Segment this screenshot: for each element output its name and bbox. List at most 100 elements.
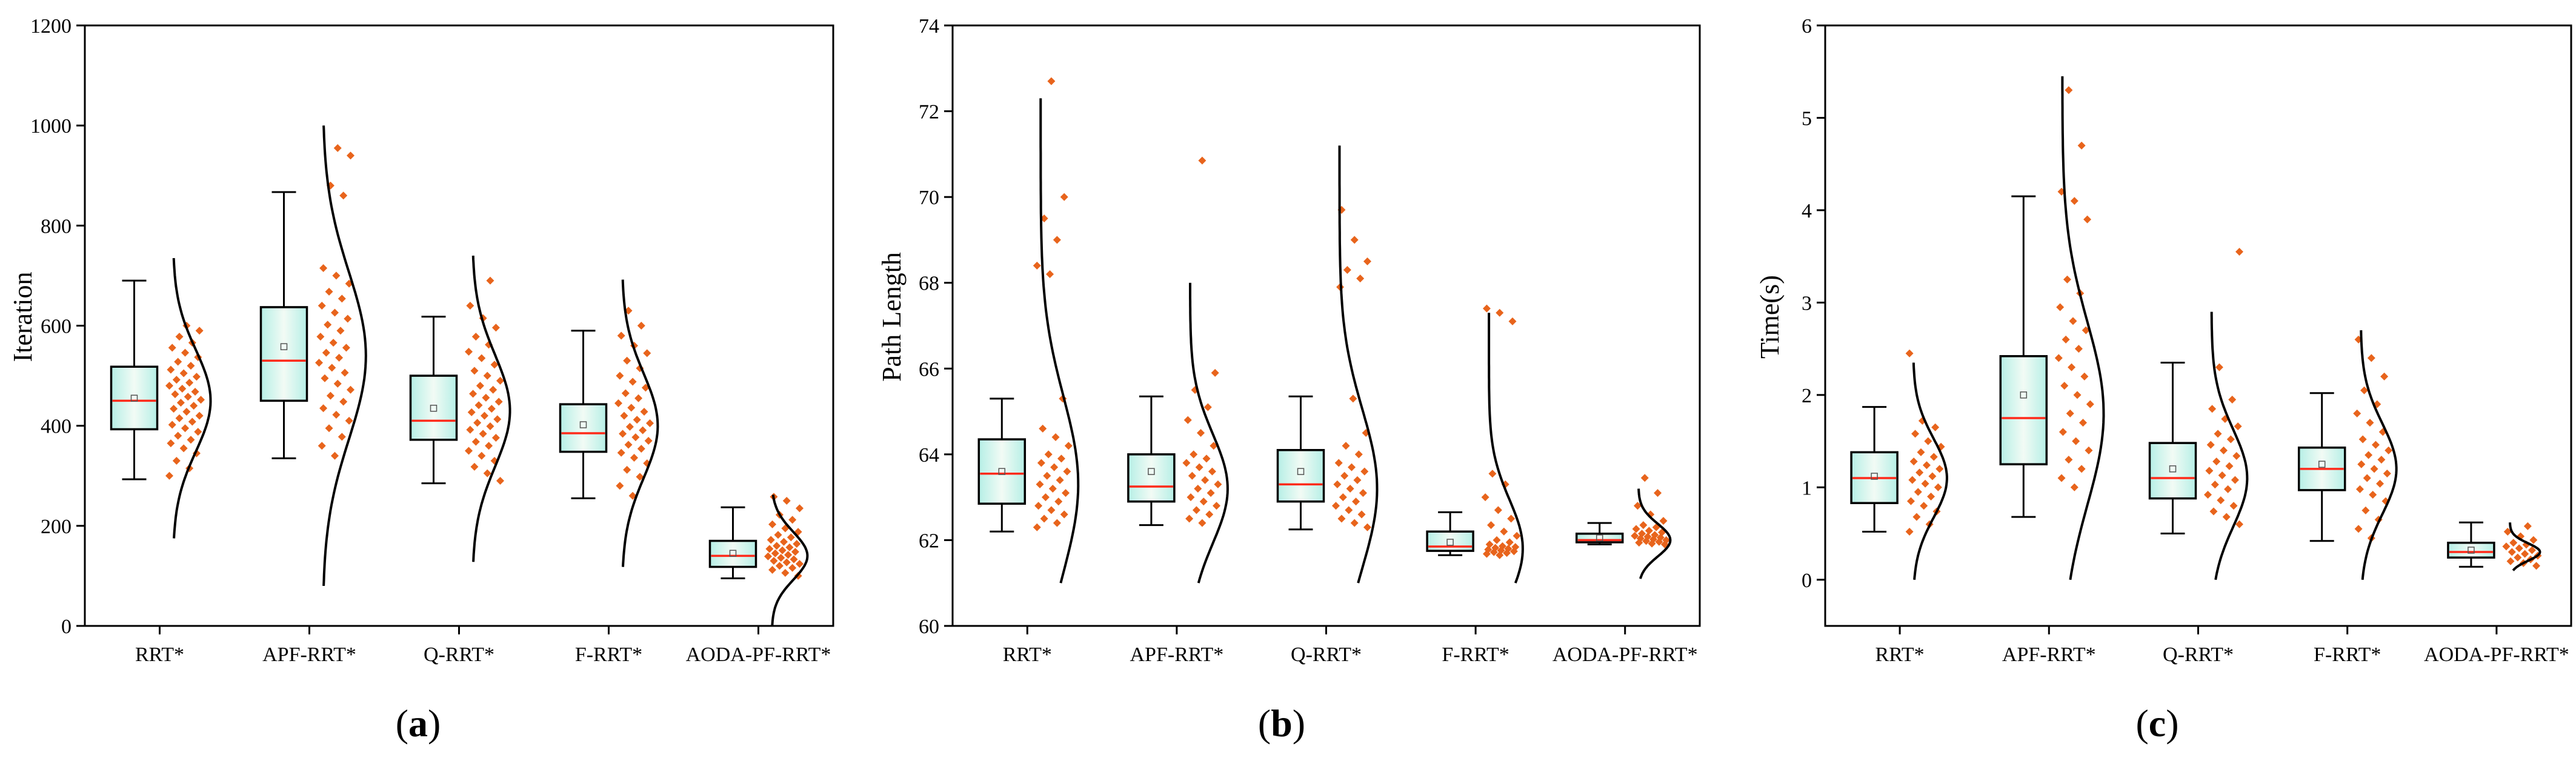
data-point (1047, 506, 1056, 514)
data-point (2376, 479, 2385, 488)
series-a-1 (110, 258, 212, 539)
data-point (2083, 215, 2092, 224)
data-point (470, 367, 479, 375)
series-b-1 (977, 77, 1080, 583)
data-point (1064, 442, 1073, 450)
y-tick-label-a: 1000 (30, 115, 72, 138)
data-point (194, 428, 202, 436)
data-point (2509, 539, 2518, 547)
data-point (1205, 510, 1214, 519)
data-point (777, 554, 785, 562)
box (1276, 449, 1325, 503)
data-point (2231, 476, 2239, 484)
data-point (344, 314, 352, 323)
data-point (1334, 459, 1343, 467)
data-point (1931, 423, 1940, 431)
data-point (2209, 507, 2218, 516)
mean-marker (130, 394, 138, 402)
data-point (1662, 536, 1671, 544)
data-point (326, 391, 334, 400)
data-point (1350, 519, 1359, 527)
data-point (2070, 483, 2078, 491)
data-point (1357, 510, 1366, 519)
data-point (1500, 527, 1508, 536)
panel-label-b-open: ( (1258, 702, 1271, 745)
data-point (1508, 317, 1517, 325)
data-point (1482, 304, 1491, 313)
box (2148, 442, 2197, 500)
mean-marker (1148, 468, 1155, 475)
y-tick-label-b: 64 (919, 444, 939, 467)
plot-layer-a: 0 200 400 600 800 1000 1200 RRT* APF-RRT* Q-RRT* F… (30, 15, 834, 666)
x-tick-label-c: F-RRT* (2314, 643, 2381, 666)
data-point (1033, 523, 1041, 531)
data-point (2234, 422, 2242, 431)
data-point (2529, 536, 2538, 544)
data-point (1208, 467, 1216, 476)
data-point (486, 422, 494, 430)
data-point (1929, 453, 1938, 461)
series-c-1 (1850, 349, 1948, 580)
data-point (2232, 451, 2241, 460)
mean-marker (2020, 391, 2028, 399)
y-tick-label-b: 62 (919, 530, 939, 552)
data-point (1345, 506, 1353, 514)
data-point (496, 376, 504, 385)
data-point (780, 537, 788, 546)
data-point (179, 369, 188, 377)
data-point (2072, 437, 2080, 445)
data-point (2204, 491, 2212, 499)
data-point (325, 287, 333, 296)
data-point (1043, 471, 1051, 480)
data-point (2215, 363, 2223, 371)
data-point (181, 424, 189, 433)
mean-marker (280, 343, 288, 350)
data-point (2066, 409, 2074, 417)
density-curve (771, 494, 809, 627)
data-point (2235, 248, 2243, 256)
data-point (2226, 435, 2235, 444)
y-tick-label-c: 0 (1802, 570, 1812, 592)
y-tick-label-a: 600 (41, 316, 72, 338)
y-tick-label-c: 3 (1802, 292, 1812, 314)
data-point (1053, 519, 1061, 527)
data-point (790, 555, 798, 564)
data-point (764, 552, 772, 560)
data-point (2385, 446, 2393, 454)
series-c-3 (2148, 248, 2249, 580)
data-point (782, 558, 791, 567)
data-point (1488, 470, 1497, 478)
data-point (493, 415, 502, 424)
data-point (1343, 265, 1351, 274)
data-point (1494, 506, 1502, 514)
x-tick-label-b: Q-RRT* (1291, 643, 1362, 666)
data-point (770, 557, 778, 565)
data-point (2502, 542, 2511, 551)
data-point (2070, 197, 2078, 205)
box (2447, 542, 2495, 559)
data-point (187, 436, 195, 444)
data-point (2235, 520, 2243, 528)
data-point (172, 376, 181, 384)
data-point (619, 430, 627, 438)
data-point (1198, 519, 1206, 527)
data-point (1036, 480, 1044, 488)
x-tick-label-b: RRT* (1003, 643, 1052, 666)
data-point (2514, 553, 2522, 562)
data-point (2506, 557, 2515, 565)
plot-layer-b: 60 62 64 66 68 70 72 74 RRT* APF-RRT* Q-RRT* F-RRT*… (919, 15, 1701, 666)
data-point (1048, 484, 1057, 493)
data-point (1654, 489, 1662, 497)
mean-marker (729, 550, 737, 557)
series-b-4 (1426, 304, 1524, 583)
data-point (469, 390, 478, 398)
chart-panel-b: 60 62 64 66 68 70 72 74 RRT* APF-RRT* Q-RRT* F-RRT*… (877, 15, 1701, 745)
data-point (637, 445, 645, 453)
data-point (470, 462, 479, 471)
data-point (1640, 474, 1649, 482)
data-point (2206, 441, 2215, 449)
data-point (1353, 476, 1362, 484)
data-point (614, 399, 622, 408)
data-point (467, 408, 476, 416)
panel-label-a-close: ) (428, 702, 441, 745)
